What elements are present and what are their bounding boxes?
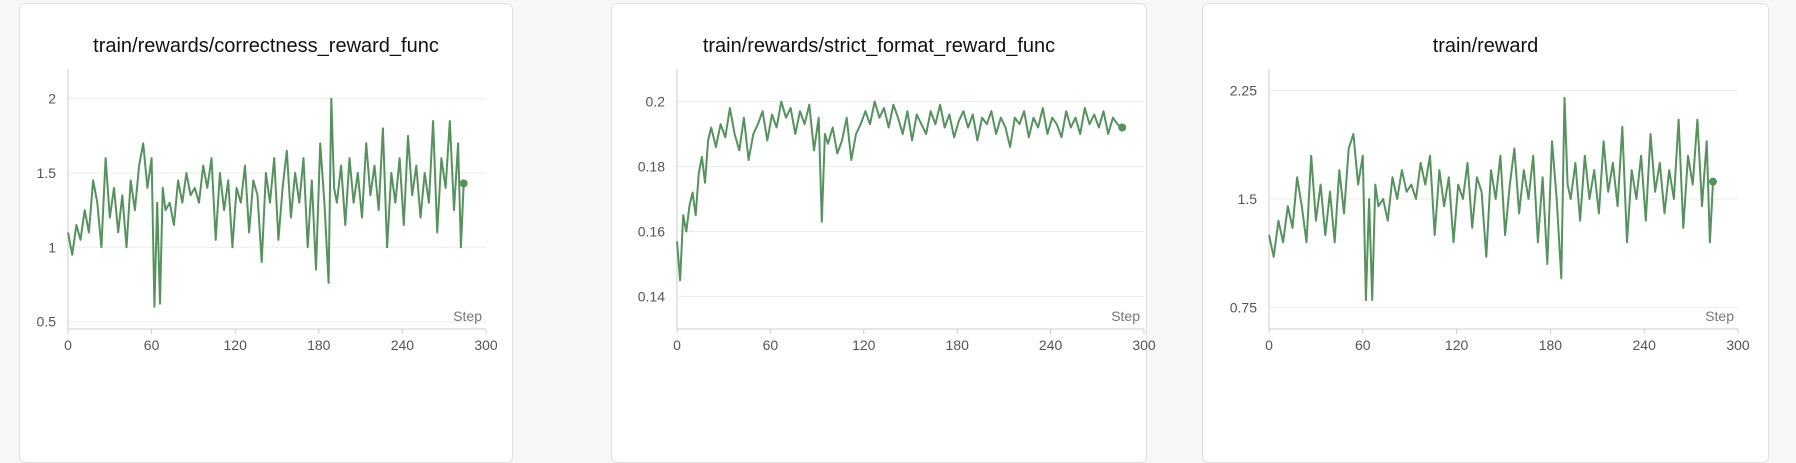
x-axis-label: Step [1111,308,1140,324]
last-point-marker [459,179,468,188]
x-tick-label: 120 [852,337,876,353]
y-tick-label: 1.5 [1238,191,1258,207]
x-tick-label: 120 [224,337,248,353]
y-tick-label: 2 [48,91,56,107]
last-point-marker [1118,123,1127,132]
y-tick-label: 0.5 [37,314,57,330]
y-tick-label: 1 [48,239,56,255]
x-tick-label: 300 [1132,337,1156,353]
x-tick-label: 300 [474,337,498,353]
y-tick-label: 1.5 [37,165,57,181]
chart-svg: 0.14 0.16 0.18 0.2 0 60 120 180 240 300 Step [638,69,1156,353]
chart-panel-reward: train/reward 0.75 1.5 2.25 0 60 120 180 240 300 S… [1202,3,1769,463]
chart-title: train/rewards/strict_format_reward_func [702,35,1056,57]
x-axis-label: Step [1705,308,1734,324]
x-tick-label: 60 [1355,337,1371,353]
last-point-marker [1708,177,1717,186]
x-axis-label: Step [453,308,482,324]
x-tick-label: 120 [1445,337,1469,353]
x-tick-label: 300 [1726,337,1750,353]
x-tick-label: 60 [144,337,160,353]
chart-svg: 0.75 1.5 2.25 0 60 120 180 240 300 Step [1230,69,1750,353]
chart-panel-strict-format: train/rewards/strict_format_reward_func … [611,3,1156,463]
x-tick-label: 0 [64,337,72,353]
chart-title: train/reward [1432,35,1539,57]
x-tick-label: 240 [1039,337,1063,353]
chart-title: train/rewards/correctness_reward_func [93,35,439,57]
y-tick-label: 0.14 [638,289,665,305]
series-line [67,97,465,308]
chart-svg: 0.5 1 1.5 2 0 60 120 180 240 300 Step [37,69,498,353]
y-tick-label: 0.75 [1230,299,1257,315]
chart-panel-correctness: train/rewards/correctness_reward_func 0.… [19,3,513,463]
x-tick-label: 180 [307,337,331,353]
series-line [1268,96,1714,302]
y-tick-label: 0.16 [638,224,665,240]
series-line [676,100,1123,282]
y-tick-label: 2.25 [1230,83,1257,99]
y-tick-label: 0.2 [646,94,666,110]
y-tick-label: 0.18 [638,159,665,175]
x-tick-label: 0 [673,337,681,353]
x-tick-label: 180 [946,337,970,353]
x-tick-label: 240 [391,337,415,353]
x-tick-label: 180 [1539,337,1563,353]
x-tick-label: 60 [763,337,779,353]
x-tick-label: 0 [1265,337,1273,353]
x-tick-label: 240 [1633,337,1657,353]
